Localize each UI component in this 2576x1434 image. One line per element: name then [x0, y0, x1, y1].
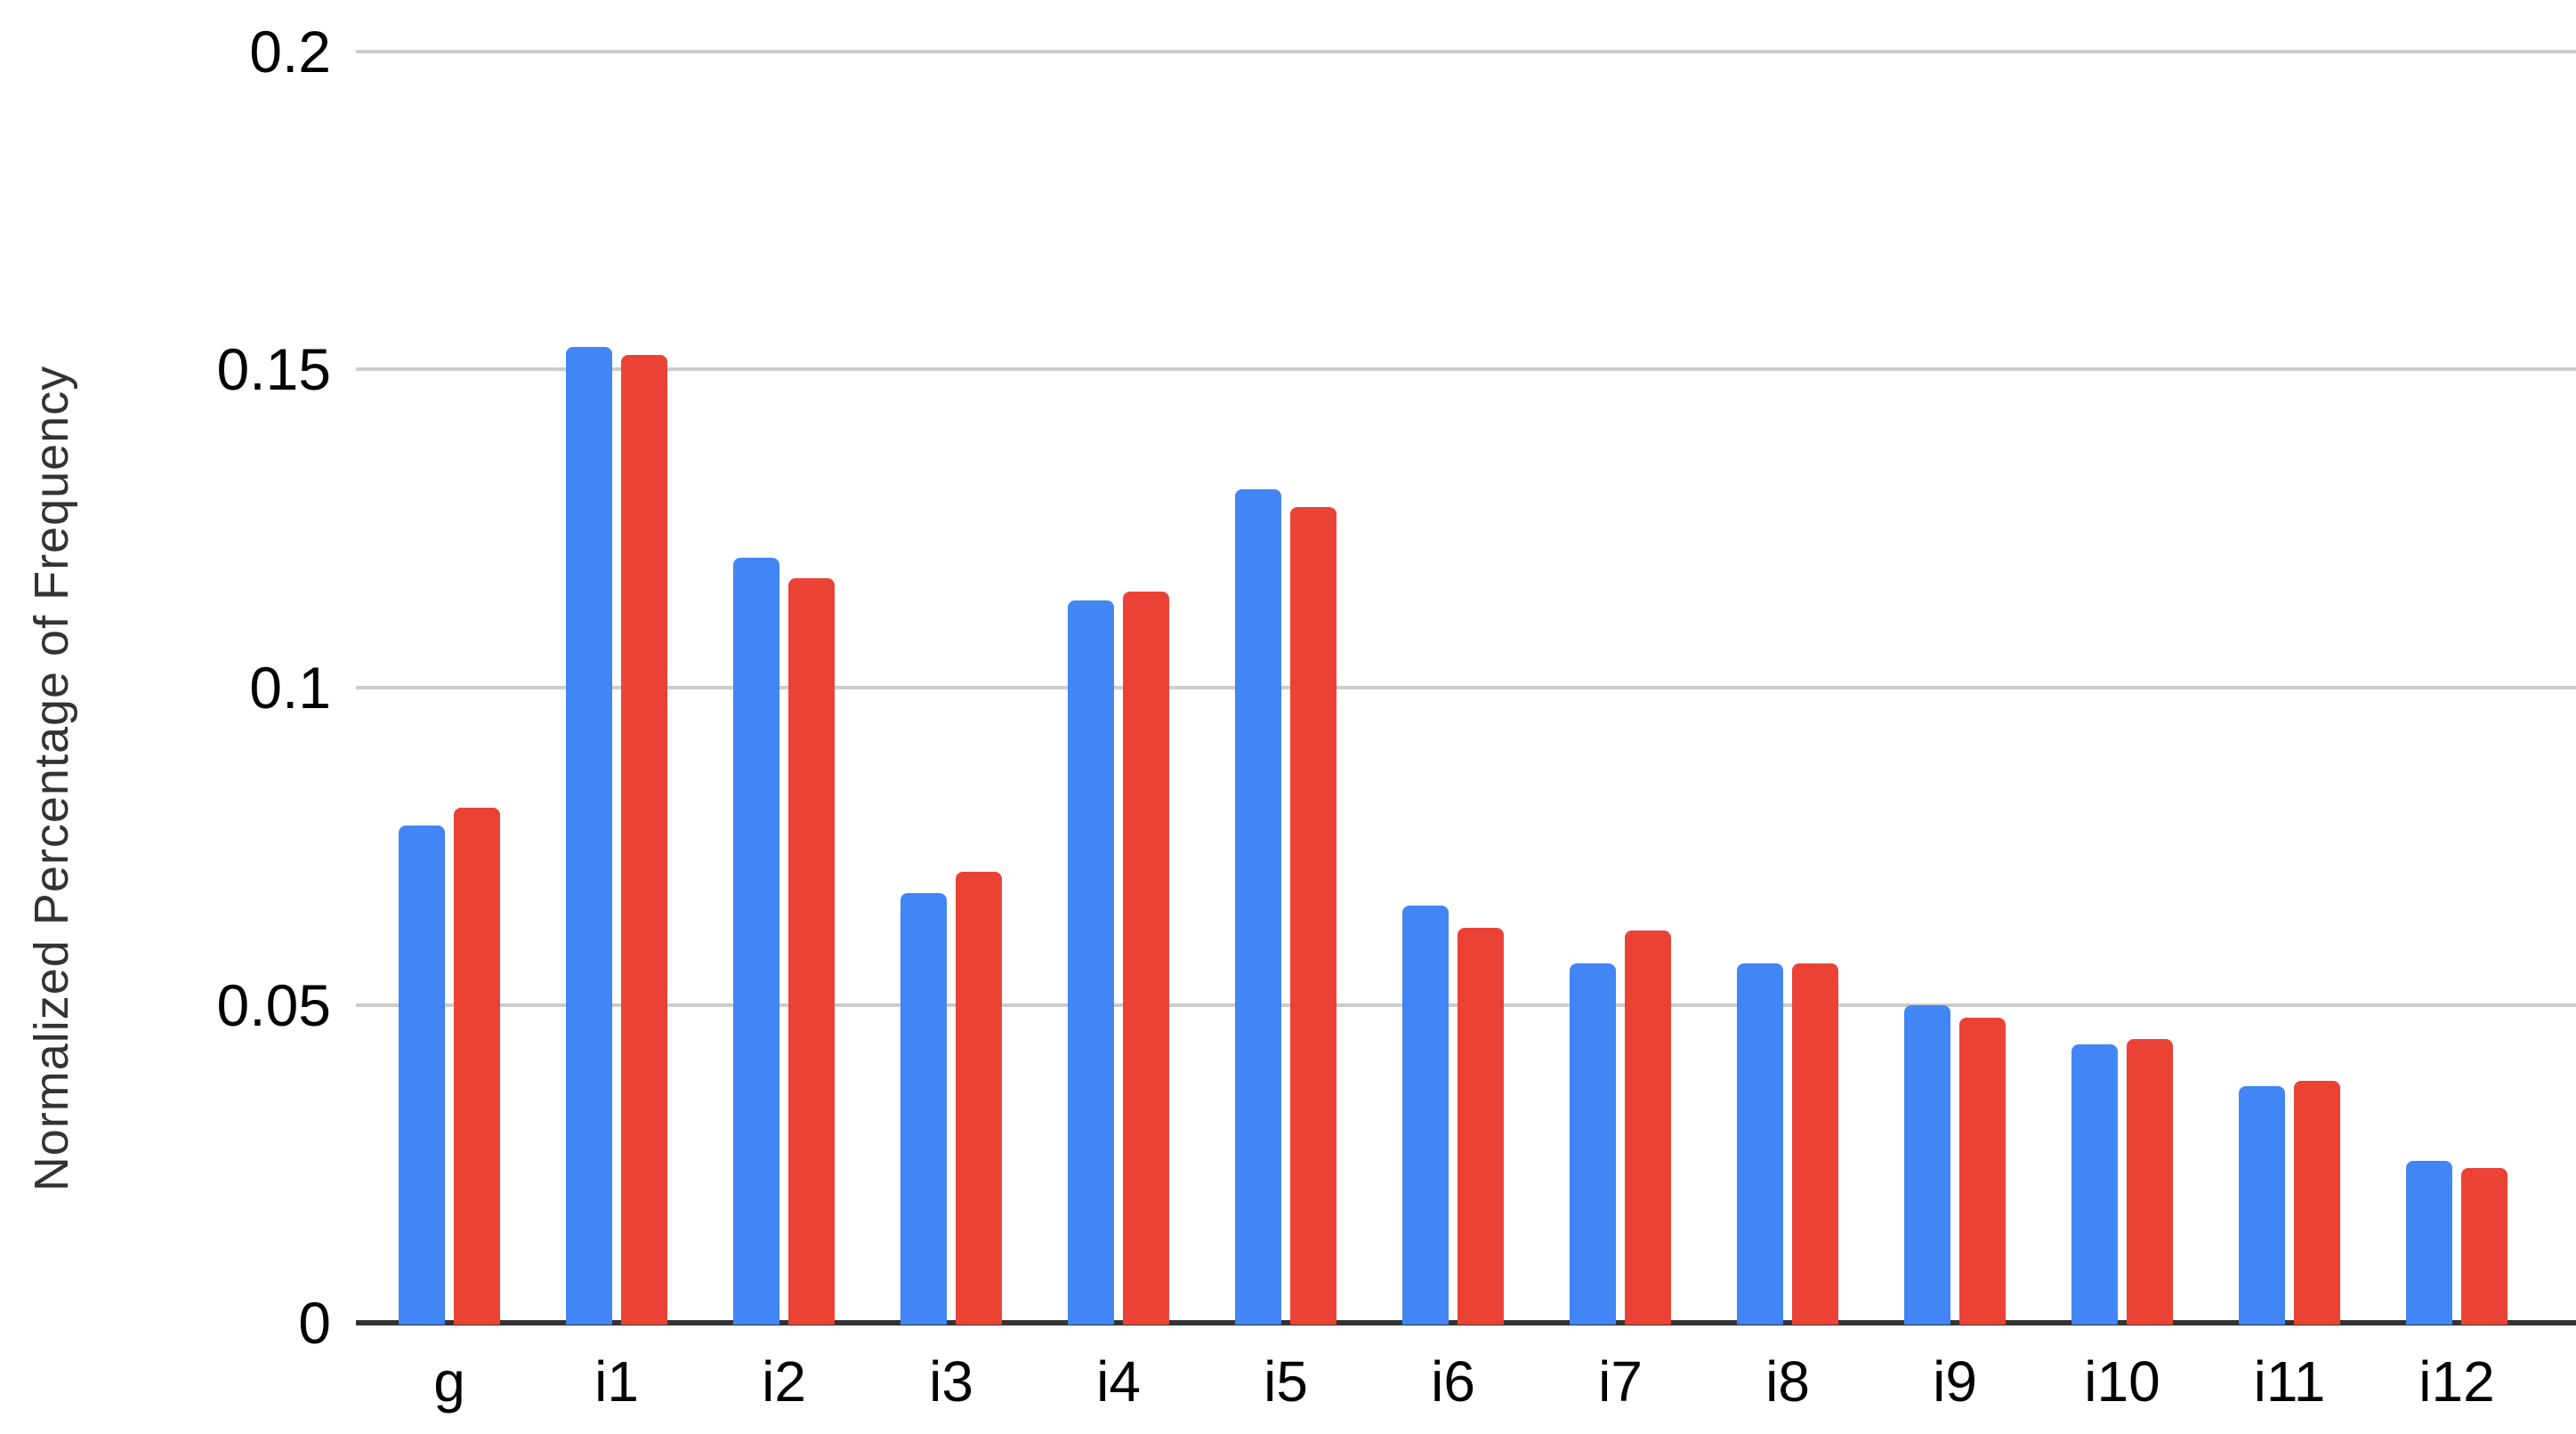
bar-blue-i11 — [2239, 1086, 2285, 1325]
bar-blue-i5 — [1235, 489, 1281, 1325]
x-category-label-i4: i4 — [1096, 1349, 1141, 1414]
x-category-label-i1: i1 — [594, 1349, 639, 1414]
bar-red-i9 — [1959, 1018, 2006, 1325]
bar-red-i10 — [2127, 1039, 2173, 1325]
bar-blue-i4 — [1068, 600, 1114, 1325]
y-tick-label: 0.1 — [249, 654, 331, 721]
bar-red-i5 — [1290, 506, 1336, 1325]
bar-red-i11 — [2294, 1081, 2340, 1325]
bar-red-i12 — [2461, 1168, 2507, 1325]
bar-red-i6 — [1458, 927, 1504, 1325]
bar-blue-i1 — [566, 347, 612, 1325]
bar-blue-i7 — [1570, 963, 1616, 1325]
x-category-label-i6: i6 — [1431, 1349, 1475, 1414]
x-category-label-i9: i9 — [1933, 1349, 1977, 1414]
bar-red-g — [454, 807, 500, 1325]
x-category-label-i5: i5 — [1264, 1349, 1308, 1414]
y-tick-label: 0.05 — [216, 971, 331, 1038]
bar-red-i4 — [1123, 591, 1169, 1325]
bar-blue-i10 — [2071, 1044, 2118, 1325]
bar-blue-i2 — [733, 557, 779, 1325]
y-tick-label: 0.15 — [216, 336, 331, 403]
y-axis-title: Normalized Percentage of Frequency — [25, 365, 78, 1192]
bar-red-i2 — [788, 577, 835, 1325]
bar-red-i8 — [1792, 963, 1838, 1325]
x-category-label-g: g — [433, 1349, 465, 1414]
y-tick-label: 0.2 — [249, 19, 331, 85]
bar-blue-i8 — [1737, 963, 1783, 1325]
bar-red-i7 — [1625, 930, 1671, 1325]
x-category-label-i7: i7 — [1598, 1349, 1643, 1414]
x-category-label-i3: i3 — [929, 1349, 973, 1414]
x-category-label-i2: i2 — [762, 1349, 806, 1414]
x-category-label-i11: i11 — [2253, 1349, 2326, 1414]
x-category-label-i10: i10 — [2084, 1349, 2160, 1414]
gridline — [356, 367, 2576, 372]
gridline — [356, 50, 2576, 53]
bar-red-i1 — [621, 354, 667, 1325]
bar-red-i3 — [956, 872, 1002, 1325]
bar-blue-i6 — [1402, 906, 1449, 1325]
y-tick-label: 0 — [298, 1290, 331, 1356]
bar-blue-i3 — [900, 892, 947, 1325]
gridline — [356, 685, 2576, 689]
x-category-label-i12: i12 — [2419, 1349, 2495, 1414]
bar-blue-i9 — [1904, 1005, 1950, 1325]
bar-blue-g — [399, 825, 445, 1325]
x-category-label-i8: i8 — [1765, 1349, 1810, 1414]
bar-blue-i12 — [2406, 1160, 2452, 1325]
